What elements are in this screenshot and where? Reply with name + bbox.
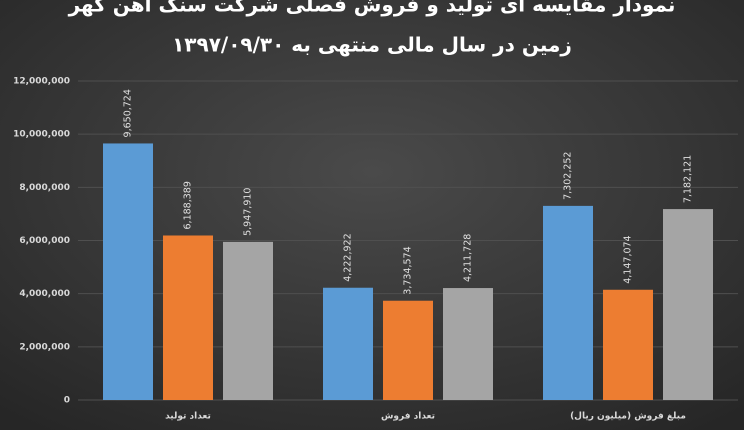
bar — [663, 209, 713, 400]
value-label: 7,302,252 — [563, 152, 574, 200]
bar — [603, 289, 653, 400]
y-tick-label: 12,000,000 — [13, 77, 70, 87]
bar — [163, 235, 213, 400]
value-label: 9,650,724 — [123, 89, 134, 137]
bar — [323, 287, 373, 400]
chart-title: زمین در سال مالی منتهی به ۱۳۹۷/۰۹/۳۰ — [172, 33, 572, 57]
bar — [103, 143, 153, 400]
bar — [383, 300, 433, 400]
x-tick-label: تعداد فروش — [381, 412, 435, 422]
x-tick-label: تعداد تولید — [165, 412, 211, 422]
y-tick-label: 0 — [64, 396, 70, 406]
value-label: 4,222,922 — [343, 233, 354, 281]
y-tick-label: 6,000,000 — [19, 236, 70, 246]
y-tick-label: 10,000,000 — [13, 130, 70, 140]
bar — [543, 205, 593, 400]
value-label: 4,147,074 — [623, 235, 634, 283]
chart-title: نمودار مقایسه ای تولید و فروش فصلی شرکت … — [68, 0, 676, 17]
value-label: 3,734,574 — [403, 246, 414, 294]
value-label: 4,211,728 — [463, 234, 474, 282]
y-tick-label: 8,000,000 — [19, 183, 70, 193]
bar — [223, 241, 273, 400]
value-label: 5,947,910 — [243, 188, 254, 236]
y-tick-label: 4,000,000 — [19, 289, 70, 299]
bar — [443, 288, 493, 400]
value-label: 7,182,121 — [683, 155, 694, 203]
y-tick-label: 2,000,000 — [19, 342, 70, 352]
x-tick-label: مبلغ فروش (میلیون ریال) — [570, 412, 686, 422]
value-label: 6,188,389 — [183, 181, 194, 229]
